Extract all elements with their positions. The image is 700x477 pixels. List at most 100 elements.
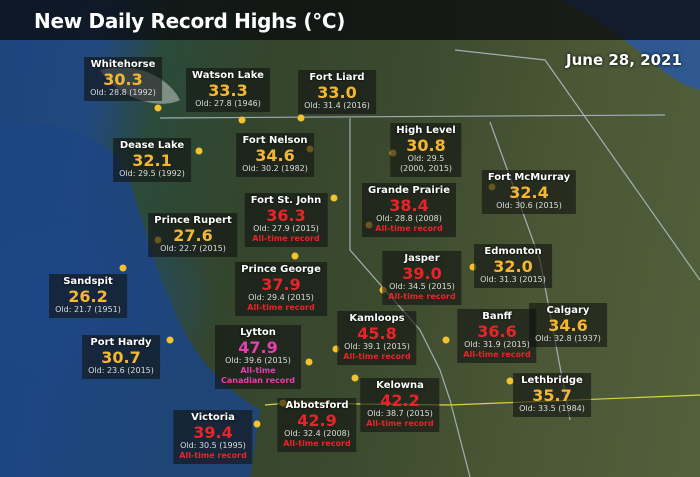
city-label: Kamloops 45.8 Old: 39.1 (2015) All-time rec… [337,311,417,365]
city-marker [119,264,127,272]
record-value: 38.4 [389,196,429,215]
city-label: Whitehorse 30.3 Old: 28.8 (1992) [84,57,162,101]
city-label: Port Hardy 30.7 Old: 23.6 (2015) [82,335,160,379]
old-record: Old: 31.3 (2015) [480,275,546,284]
record-value: 30.8 [406,136,446,155]
old-record: Old: 30.5 (1995) [180,441,246,450]
record-note: All-time record [343,352,411,361]
map-date: June 28, 2021 [566,51,682,69]
city-name: Calgary [546,305,590,316]
city-label: Prince George 37.9 Old: 29.4 (2015) All-tim… [235,262,327,316]
old-record: Old: 32.8 (1937) [535,334,601,343]
city-marker [195,147,203,155]
city-label: Lethbridge 35.7 Old: 33.5 (1984) [513,373,591,417]
old-record: Old: 28.8 (1992) [90,88,156,97]
city-label: Fort McMurray 32.4 Old: 30.6 (2015) [481,170,577,214]
record-value: 34.6 [548,316,588,335]
city-name: Victoria [191,412,235,423]
old-record: Old: 31.4 (2016) [304,101,370,110]
city-name: Fort Nelson [242,135,308,146]
map-title: New Daily Record Highs (°C) [34,9,346,33]
city-marker [253,420,261,428]
old-record: Old: 27.8 (1946) [195,99,261,108]
old-record: Old: 32.4 (2008) [284,429,350,438]
old-record: Old: 39.1 (2015) [344,342,410,351]
city-label: Jasper 39.0 Old: 34.5 (2015) All-time recor… [382,251,462,305]
record-value: 26.2 [68,287,108,306]
record-note: All-time record [375,224,443,233]
record-value: 35.7 [532,386,572,405]
city-label: Calgary 34.6 Old: 32.8 (1937) [529,303,607,347]
city-label: Banff 36.6 Old: 31.9 (2015) All-time record [457,309,537,363]
city-name: Edmonton [484,246,542,257]
city-name: Fort St. John [250,195,322,206]
city-label: Dease Lake 32.1 Old: 29.5 (1992) [113,138,191,182]
record-note: All-time [240,366,276,375]
old-record: Old: 30.6 (2015) [496,201,562,210]
record-value: 27.6 [173,226,213,245]
record-note: All-time record [366,419,434,428]
city-name: Banff [482,311,512,322]
record-value: 33.0 [317,83,357,102]
city-name: Fort McMurray [487,172,571,183]
city-name: Dease Lake [119,140,185,151]
city-label: Watson Lake 33.3 Old: 27.8 (1946) [186,68,270,112]
record-note: All-time record [463,350,531,359]
city-name: Jasper [404,253,440,264]
city-label: Lytton 47.9 Old: 39.6 (2015) All-time Canadi… [215,325,301,389]
city-name: Abbotsford [285,400,349,411]
border-saskatchewan-manitoba [454,49,700,281]
city-marker [506,377,514,385]
record-value: 47.9 [238,338,278,357]
city-label: Abbotsford 42.9 Old: 32.4 (2008) All-time r… [277,398,357,452]
old-record: Old: 38.7 (2015) [367,409,433,418]
record-value: 39.4 [193,423,233,442]
record-value: 34.6 [255,146,295,165]
city-name: Kamloops [349,313,405,324]
old-record-years: (2000, 2015) [399,164,453,173]
record-value: 30.7 [101,348,141,367]
city-name: Lytton [240,327,276,338]
record-value: 36.3 [266,206,306,225]
city-label: Victoria 39.4 Old: 30.5 (1995) All-time rec… [173,410,253,464]
record-note: All-time record [283,439,351,448]
old-record: Old: 34.5 (2015) [389,282,455,291]
record-value: 32.0 [493,257,533,276]
record-note: All-time record [388,292,456,301]
city-name: Lethbridge [521,375,583,386]
city-label: Fort St. John 36.3 Old: 27.9 (2015) All-tim… [244,193,328,247]
city-marker [351,374,359,382]
record-value: 32.4 [509,183,549,202]
record-value: 33.3 [208,81,248,100]
title-bar: New Daily Record Highs (°C) [0,0,700,40]
old-record: Old: 39.6 (2015) [225,356,291,365]
city-marker [291,252,299,260]
city-marker [238,116,246,124]
record-value: 45.8 [357,324,397,343]
old-record: Old: 22.7 (2015) [160,244,226,253]
record-value: 32.1 [132,151,172,170]
border-bc-alberta [349,118,471,477]
old-record: Old: 29.5 [407,154,445,163]
old-record: Old: 30.2 (1982) [242,164,308,173]
old-record: Old: 27.9 (2015) [253,224,319,233]
city-label: Kelowna 42.2 Old: 38.7 (2015) All-time reco… [360,378,440,432]
city-marker [297,114,305,122]
old-record: Old: 31.9 (2015) [464,340,530,349]
old-record: Old: 28.8 (2008) [376,214,442,223]
border-60th-parallel [159,114,666,119]
record-value: 39.0 [402,264,442,283]
city-label: Sandspit 26.2 Old: 21.7 (1951) [49,274,127,318]
city-name: Grande Prairie [367,185,451,196]
city-name: Whitehorse [90,59,156,70]
city-marker [442,336,450,344]
city-name: Sandspit [63,276,113,287]
city-name: Prince Rupert [154,215,232,226]
city-marker [154,104,162,112]
city-name: Watson Lake [192,70,264,81]
record-value: 37.9 [261,275,301,294]
city-marker [332,345,340,353]
record-value: 30.3 [103,70,143,89]
city-label: Prince Rupert 27.6 Old: 22.7 (2015) [148,213,238,257]
